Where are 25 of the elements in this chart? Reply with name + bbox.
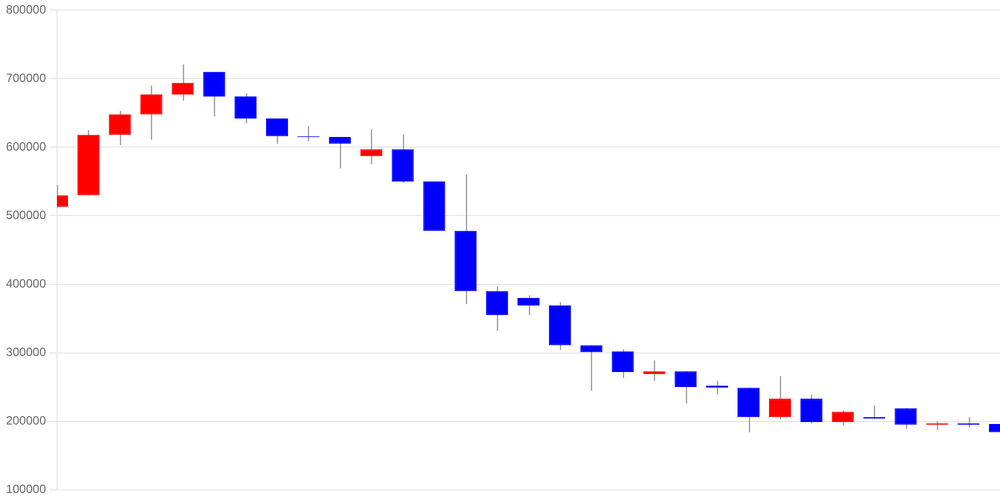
candlestick <box>768 375 791 420</box>
candlestick <box>612 348 634 379</box>
candlestick <box>674 370 697 404</box>
y-tick-label: 100000 <box>6 482 46 496</box>
candlestick <box>360 128 382 165</box>
y-tick-label: 800000 <box>6 2 46 17</box>
y-tick-label: 600000 <box>6 140 46 154</box>
candlestick <box>172 64 194 102</box>
candlestick <box>266 118 288 144</box>
candlestick <box>832 410 854 426</box>
candlestick <box>580 344 602 392</box>
candlestick <box>518 294 540 316</box>
y-tick-label: 400000 <box>6 276 46 291</box>
candlestick <box>108 110 131 146</box>
candlestick <box>140 84 162 140</box>
y-tick-label: 500000 <box>6 208 46 222</box>
y-tick-label: 200000 <box>6 414 46 428</box>
candlestick <box>800 394 822 424</box>
candlestick <box>894 408 917 430</box>
candlestick <box>203 71 226 117</box>
candlestick <box>234 92 257 124</box>
y-tick-label: 300000 <box>6 345 46 360</box>
y-tick-label: 700000 <box>6 71 46 86</box>
candlestick <box>328 136 351 170</box>
candlestick <box>486 286 508 332</box>
